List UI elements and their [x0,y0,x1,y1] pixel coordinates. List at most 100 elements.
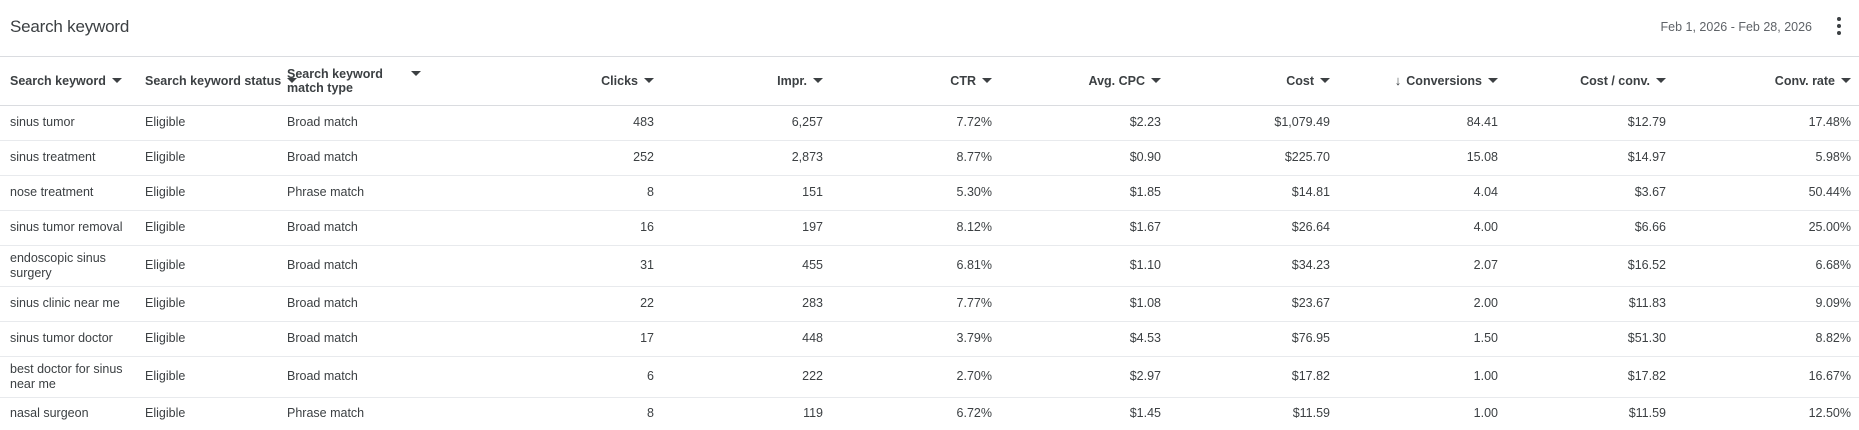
keyword-cell[interactable]: endoscopic sinus surgery [0,245,137,287]
conv-rate-cell: 5.98% [1674,140,1859,176]
keyword-cell[interactable]: sinus tumor removal [0,210,137,246]
avg-cpc-cell: $4.53 [1000,321,1169,357]
keyword-cell[interactable]: sinus tumor doctor [0,321,137,357]
keyword-cell[interactable]: sinus treatment [0,140,137,176]
card-header: Search keyword Feb 1, 2026 - Feb 28, 202… [0,0,1859,57]
cost-per-conv-cell: $6.66 [1506,210,1674,246]
table-header-row: Search keyword Search keyword status Sea… [0,57,1859,106]
impr-cell: 151 [662,175,831,211]
cost-cell: $1,079.49 [1169,105,1338,141]
clicks-cell: 31 [441,245,662,287]
conversions-cell: 4.00 [1338,210,1506,246]
cost-per-conv-cell: $51.30 [1506,321,1674,357]
status-cell: Eligible [145,405,186,420]
more-options-icon[interactable] [1827,14,1851,38]
ctr-cell: 7.72% [831,105,1000,141]
column-header-cost[interactable]: Cost [1169,57,1338,106]
keyword-cell[interactable]: nose treatment [0,175,137,211]
table-row[interactable]: sinus tumor removal Eligible Broad match… [0,210,1859,246]
caret-down-icon [813,78,823,84]
ctr-cell: 8.77% [831,140,1000,176]
table-row[interactable]: nose treatment Eligible Phrase match 8 1… [0,175,1859,211]
column-header-avg-cpc[interactable]: Avg. CPC [1000,57,1169,106]
match-type-cell: Broad match [279,245,441,287]
conversions-cell: 84.41 [1338,105,1506,141]
card-title: Search keyword [10,17,130,36]
caret-down-icon [644,78,654,84]
caret-down-icon [1841,78,1851,84]
impr-cell: 455 [662,245,831,287]
clicks-cell: 16 [441,210,662,246]
keyword-cell[interactable]: sinus clinic near me [0,286,137,322]
clicks-cell: 252 [441,140,662,176]
table-row[interactable]: sinus tumor Eligible Broad match 483 6,2… [0,105,1859,141]
conv-rate-cell: 8.82% [1674,321,1859,357]
conv-rate-cell: 12.50% [1808,405,1851,420]
avg-cpc-cell: $1.08 [1000,286,1169,322]
ctr-cell: 6.72% [956,405,992,420]
table-row[interactable]: sinus treatment Eligible Broad match 252… [0,140,1859,176]
status-cell: Eligible [137,140,279,176]
conv-rate-cell: 9.09% [1674,286,1859,322]
date-range[interactable]: Feb 1, 2026 - Feb 28, 2026 [1660,20,1813,34]
column-header-status[interactable]: Search keyword status [137,57,298,106]
cost-cell: $17.82 [1169,356,1338,398]
status-cell: Eligible [137,105,279,141]
impr-cell: 448 [662,321,831,357]
table-row[interactable]: best doctor for sinus near me Eligible B… [0,356,1859,398]
clicks-cell: 8 [647,405,654,420]
status-cell: Eligible [137,210,279,246]
impr-cell: 283 [662,286,831,322]
conversions-cell: 1.50 [1338,321,1506,357]
clicks-cell: 6 [441,356,662,398]
column-header-ctr[interactable]: CTR [831,57,1000,106]
ctr-cell: 2.70% [831,356,1000,398]
impr-cell: 222 [662,356,831,398]
match-type-cell: Broad match [279,105,441,141]
match-type-cell: Broad match [279,210,441,246]
column-header-conversions[interactable]: ↓ Conversions [1338,57,1506,106]
column-header-cost-per-conv[interactable]: Cost / conv. [1506,57,1674,106]
avg-cpc-cell: $1.45 [1129,405,1161,420]
table-row[interactable]: nasal surgeon Eligible Phrase match 8 11… [0,397,1859,429]
conversions-cell: 1.00 [1473,405,1498,420]
cost-per-conv-cell: $3.67 [1506,175,1674,211]
cost-per-conv-cell: $11.59 [1628,405,1666,420]
status-cell: Eligible [137,356,279,398]
column-header-match-type[interactable]: Search keyword match type [279,57,441,106]
caret-down-icon [1151,78,1161,84]
conversions-cell: 4.04 [1338,175,1506,211]
impr-cell: 2,873 [662,140,831,176]
table-row[interactable]: sinus clinic near me Eligible Broad matc… [0,286,1859,322]
column-header-impr[interactable]: Impr. [662,57,831,106]
column-header-search-keyword[interactable]: Search keyword [0,57,137,106]
column-header-clicks[interactable]: Clicks [441,57,662,106]
avg-cpc-cell: $1.67 [1000,210,1169,246]
avg-cpc-cell: $2.97 [1000,356,1169,398]
ctr-cell: 6.81% [831,245,1000,287]
keyword-cell[interactable]: sinus tumor [0,105,137,141]
caret-down-icon [111,78,122,84]
cost-cell: $34.23 [1169,245,1338,287]
keyword-cell[interactable]: nasal surgeon [10,405,89,420]
caret-down-icon [982,78,992,84]
avg-cpc-cell: $1.10 [1000,245,1169,287]
conv-rate-cell: 6.68% [1674,245,1859,287]
clicks-cell: 8 [441,175,662,211]
clicks-cell: 483 [441,105,662,141]
keyword-cell[interactable]: best doctor for sinus near me [0,356,137,398]
match-type-cell: Broad match [279,286,441,322]
table-row[interactable]: sinus tumor doctor Eligible Broad match … [0,321,1859,357]
conv-rate-cell: 50.44% [1674,175,1859,211]
status-cell: Eligible [137,286,279,322]
cost-per-conv-cell: $12.79 [1506,105,1674,141]
column-header-conv-rate[interactable]: Conv. rate [1674,57,1859,106]
table-row[interactable]: endoscopic sinus surgery Eligible Broad … [0,245,1859,287]
cost-per-conv-cell: $16.52 [1506,245,1674,287]
conversions-cell: 2.07 [1338,245,1506,287]
cost-cell: $225.70 [1169,140,1338,176]
ctr-cell: 5.30% [831,175,1000,211]
match-type-cell: Broad match [279,140,441,176]
caret-down-icon [1656,78,1666,84]
